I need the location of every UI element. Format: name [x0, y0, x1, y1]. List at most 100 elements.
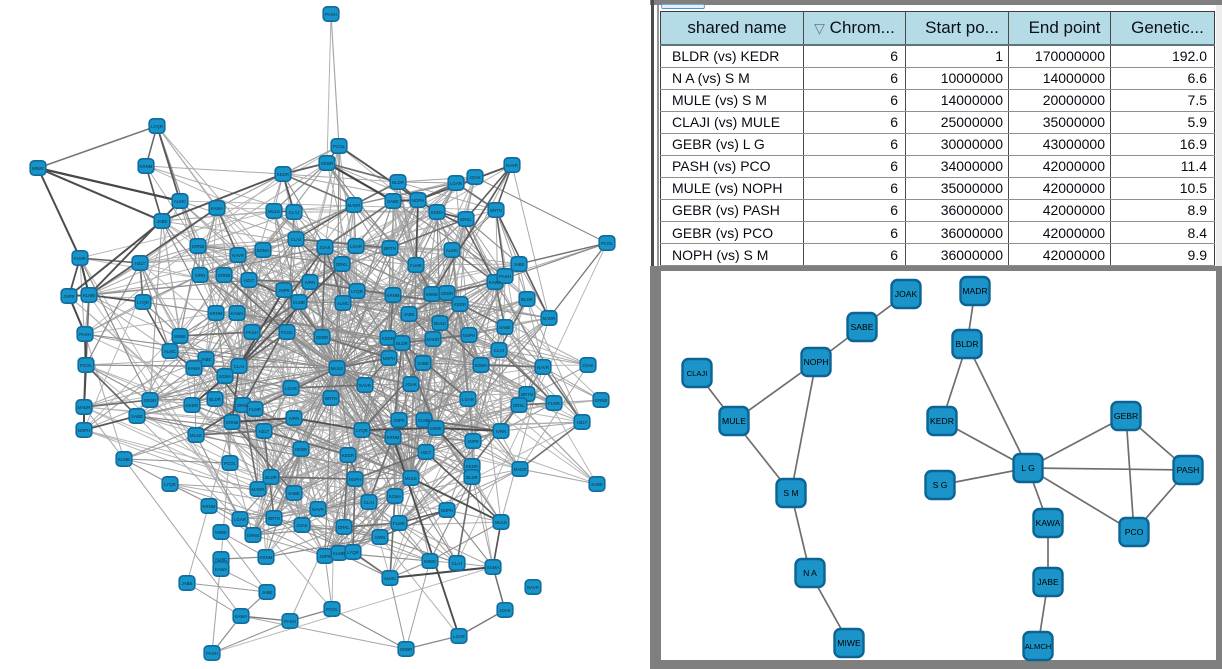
svg-text:ALMC: ALMC — [446, 248, 458, 253]
svg-text:BLDR: BLDR — [466, 475, 478, 480]
svg-text:MADR: MADR — [427, 337, 440, 342]
svg-text:JABE: JABE — [182, 581, 193, 586]
svg-text:MULE: MULE — [434, 321, 446, 326]
svg-text:FLMR: FLMR — [393, 521, 405, 526]
svg-text:CLAJ: CLAJ — [452, 561, 463, 566]
svg-text:BRTN: BRTN — [268, 516, 280, 521]
svg-text:KAWA: KAWA — [215, 567, 228, 572]
svg-text:PASH: PASH — [284, 619, 296, 624]
svg-text:MULE: MULE — [268, 209, 280, 214]
svg-text:MADR: MADR — [962, 286, 987, 296]
svg-text:N A: N A — [803, 568, 817, 578]
svg-text:MADR: MADR — [543, 316, 556, 321]
svg-text:JNPR: JNPR — [278, 288, 289, 293]
svg-text:MULE: MULE — [722, 416, 746, 426]
svg-text:JABE: JABE — [514, 262, 525, 267]
svg-text:KAWA: KAWA — [188, 366, 201, 371]
svg-text:CLAJ: CLAJ — [289, 210, 300, 215]
svg-text:BRTN: BRTN — [384, 246, 396, 251]
svg-text:PCOL: PCOL — [333, 144, 346, 149]
svg-text:MULE: MULE — [405, 476, 417, 481]
svg-text:BLDR: BLDR — [396, 341, 408, 346]
svg-text:HZLT: HZLT — [259, 429, 270, 434]
svg-text:MULE: MULE — [331, 366, 343, 371]
svg-text:LYQR: LYQR — [356, 428, 368, 433]
svg-text:SABE: SABE — [499, 325, 511, 330]
svg-text:FLMR: FLMR — [548, 401, 560, 406]
svg-text:JOAK: JOAK — [499, 608, 511, 613]
svg-text:GEBR: GEBR — [316, 335, 328, 340]
svg-text:SABE: SABE — [288, 491, 300, 496]
svg-text:SGMA: SGMA — [431, 210, 444, 215]
svg-text:IVRN: IVRN — [375, 535, 386, 540]
svg-text:JOAK: JOAK — [469, 175, 481, 180]
svg-text:LYQR: LYQR — [137, 300, 149, 305]
svg-text:NOPH: NOPH — [383, 356, 396, 361]
svg-text:ALMC: ALMC — [215, 557, 227, 562]
svg-text:PCOL: PCOL — [601, 241, 614, 246]
svg-text:PASH: PASH — [246, 330, 258, 335]
svg-text:S M: S M — [783, 488, 798, 498]
svg-text:NOPH: NOPH — [349, 477, 362, 482]
svg-text:SGMA: SGMA — [475, 363, 488, 368]
svg-text:KEDR: KEDR — [466, 464, 478, 469]
svg-text:PASH: PASH — [325, 12, 337, 17]
svg-text:ALMC: ALMC — [384, 576, 396, 581]
svg-text:PASH: PASH — [79, 332, 91, 337]
svg-text:GEBR: GEBR — [441, 291, 453, 296]
svg-text:MIWE: MIWE — [215, 530, 227, 535]
svg-text:DRKL: DRKL — [513, 403, 525, 408]
svg-text:JNPR: JNPR — [319, 554, 330, 559]
svg-text:SGMA: SGMA — [219, 374, 232, 379]
svg-text:LYQR: LYQR — [164, 482, 176, 487]
svg-text:LGAR: LGAR — [462, 397, 474, 402]
svg-text:FLMR: FLMR — [410, 263, 422, 268]
svg-text:ALMCH: ALMCH — [1025, 642, 1052, 651]
svg-text:GRNB: GRNB — [192, 244, 205, 249]
svg-text:IVRN: IVRN — [195, 273, 206, 278]
svg-text:JABE: JABE — [262, 590, 273, 595]
svg-text:NOPH: NOPH — [804, 357, 829, 367]
svg-text:LGAR: LGAR — [234, 517, 246, 522]
svg-text:HZLT: HZLT — [577, 420, 588, 425]
svg-text:GEBR: GEBR — [321, 161, 333, 166]
svg-text:NOPH: NOPH — [78, 428, 91, 433]
svg-text:KAWA: KAWA — [1036, 518, 1061, 528]
svg-text:IVRN: IVRN — [289, 416, 300, 421]
svg-text:GEBR: GEBR — [295, 447, 307, 452]
svg-text:PCOL: PCOL — [224, 461, 237, 466]
svg-text:L G: L G — [1021, 463, 1035, 473]
svg-text:PCOL: PCOL — [281, 330, 294, 335]
svg-text:MIWE: MIWE — [174, 334, 186, 339]
svg-text:GRNB: GRNB — [247, 533, 260, 538]
svg-text:DRKL: DRKL — [336, 262, 348, 267]
svg-text:KEDR: KEDR — [930, 416, 954, 426]
svg-text:SABE: SABE — [851, 322, 874, 332]
svg-text:JABE: JABE — [404, 312, 415, 317]
svg-text:JNPR: JNPR — [393, 418, 404, 423]
svg-text:GEBR: GEBR — [1114, 411, 1138, 421]
svg-text:CLAJI: CLAJI — [687, 369, 708, 378]
svg-text:BLDR: BLDR — [521, 297, 533, 302]
svg-text:NAVR: NAVR — [359, 383, 371, 388]
svg-text:BRTN: BRTN — [490, 208, 502, 213]
svg-text:KRNM: KRNM — [140, 164, 153, 169]
svg-text:ALMC: ALMC — [164, 349, 176, 354]
svg-text:LYQR: LYQR — [347, 550, 359, 555]
svg-text:GEBR: GEBR — [144, 398, 156, 403]
svg-text:GEBR: GEBR — [400, 647, 412, 652]
svg-text:PCOL: PCOL — [80, 363, 93, 368]
svg-text:ALMC: ALMC — [174, 199, 186, 204]
svg-text:DRKL: DRKL — [338, 525, 350, 530]
svg-text:MIWE: MIWE — [426, 292, 438, 297]
svg-text:NAVR: NAVR — [537, 365, 549, 370]
svg-text:PCO: PCO — [1125, 527, 1144, 537]
svg-text:KEDR: KEDR — [277, 172, 289, 177]
svg-text:KLMB: KLMB — [293, 300, 305, 305]
svg-text:NOPH: NOPH — [441, 508, 454, 513]
svg-text:SABE: SABE — [131, 414, 143, 419]
svg-text:GRNB: GRNB — [218, 273, 231, 278]
svg-text:ALMC: ALMC — [337, 301, 349, 306]
svg-text:BLDR: BLDR — [392, 180, 404, 185]
svg-text:PCOL: PCOL — [326, 607, 339, 612]
